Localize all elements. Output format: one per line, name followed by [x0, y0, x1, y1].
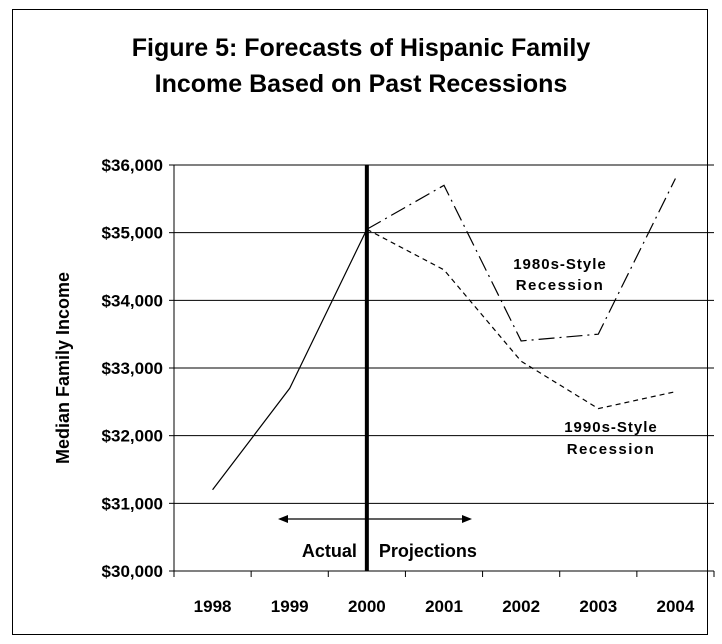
x-tick-label: 1999: [271, 597, 309, 616]
x-tick-label: 2001: [425, 597, 463, 616]
y-tick-label: $35,000: [102, 224, 163, 243]
label-actual: Actual: [302, 541, 357, 561]
y-tick-label: $36,000: [102, 156, 163, 175]
series-line-solid: [212, 229, 368, 491]
x-tick-label: 2000: [348, 597, 386, 616]
annotation-1980s-line2: Recession: [516, 277, 605, 294]
series-line-dash-dot: [366, 178, 676, 342]
series-line-dashed: [366, 228, 676, 410]
y-tick-label: $33,000: [102, 359, 163, 378]
x-tick-label: 2004: [657, 597, 695, 616]
arrowhead-left: [278, 515, 288, 523]
x-tick-label: 2003: [579, 597, 617, 616]
y-tick-label: $34,000: [102, 291, 163, 310]
chart-title-line2: Income Based on Past Recessions: [154, 70, 568, 98]
y-tick-label: $32,000: [102, 427, 163, 446]
x-tick-label: 2002: [502, 597, 540, 616]
annotation-1990s-line2: Recession: [567, 441, 656, 458]
y-tick-label: $30,000: [102, 562, 163, 581]
chart-title-line1: Figure 5: Forecasts of Hispanic Family: [131, 34, 591, 62]
annotation-1980s-line1: 1980s-Style: [513, 256, 607, 273]
x-tick-label: 1998: [194, 597, 232, 616]
label-projections: Projections: [379, 541, 477, 561]
y-tick-label: $31,000: [102, 494, 163, 513]
y-axis-label: Median Family Income: [53, 272, 73, 464]
annotation-1990s-line1: 1990s-Style: [564, 419, 658, 436]
chart-frame: [12, 9, 708, 635]
arrowhead-right: [462, 515, 472, 523]
